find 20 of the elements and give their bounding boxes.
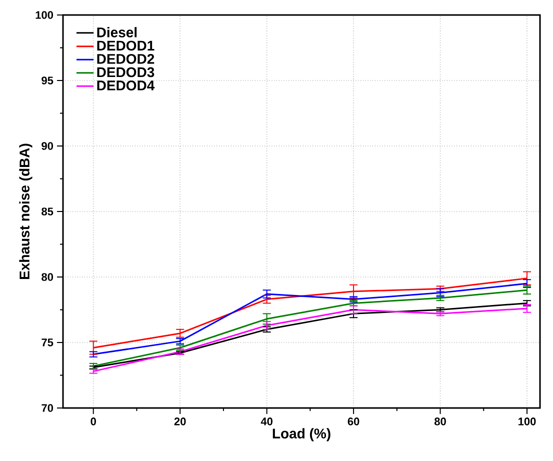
y-tick-label: 90 (42, 142, 54, 150)
x-tick-label: 40 (260, 418, 272, 426)
x-tick-label: 60 (348, 418, 360, 426)
y-tick-label: 70 (42, 404, 54, 412)
y-axis-title: Exhaust noise (dBA) (19, 144, 32, 280)
x-tick-label: 100 (518, 418, 536, 426)
x-tick-label: 0 (90, 418, 96, 426)
legend-label: DEDOD4 (97, 80, 155, 90)
y-tick-label: 100 (36, 11, 54, 19)
y-tick-label: 95 (42, 76, 54, 84)
legend-label: Diesel (97, 27, 137, 38)
x-tick-label: 20 (174, 418, 186, 426)
y-tick-label: 80 (42, 273, 54, 281)
legend-label: DEDOD3 (97, 67, 154, 78)
y-tick-label: 85 (42, 208, 54, 216)
y-tick-label: 75 (42, 338, 54, 346)
legend-label: DEDOD2 (97, 54, 154, 64)
x-tick-label: 80 (434, 418, 446, 426)
legend-label: DEDOD1 (97, 40, 154, 51)
x-axis-title: Load (%) (272, 428, 330, 442)
